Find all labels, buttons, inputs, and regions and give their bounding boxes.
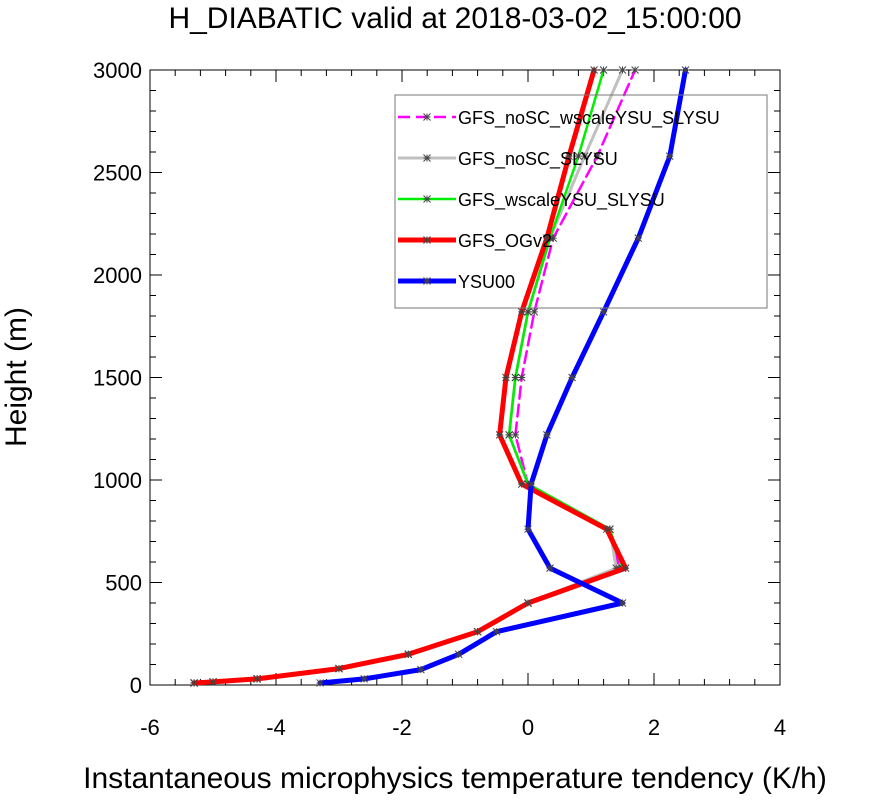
series-point xyxy=(681,66,690,74)
series-point xyxy=(495,431,504,439)
series-point xyxy=(190,679,198,687)
series-point xyxy=(524,599,532,607)
y-axis-label: Height (m) xyxy=(0,307,33,447)
series-point xyxy=(524,525,532,534)
y-tick-label: 2000 xyxy=(93,263,142,288)
series-point xyxy=(593,152,602,160)
x-tick-label: 2 xyxy=(648,715,660,740)
x-tick-label: -4 xyxy=(266,715,286,740)
x-axis: -6 -4 -2 0 2 4 xyxy=(140,70,786,740)
y-tick-label: 3000 xyxy=(93,58,142,83)
legend-item: GFS_noSC_wscaleYSU_SLYSU xyxy=(398,108,720,129)
series-point xyxy=(511,431,520,439)
series-point xyxy=(568,373,576,382)
series-point xyxy=(505,431,513,439)
x-tick-label: 0 xyxy=(522,715,534,740)
series-point xyxy=(492,627,501,636)
series-5 xyxy=(316,66,690,687)
legend-item: YSU00 xyxy=(398,272,515,292)
series-point xyxy=(473,627,482,636)
y-tick-label: 500 xyxy=(105,571,142,596)
series-layer xyxy=(190,66,690,687)
x-tick-label: -2 xyxy=(392,715,412,740)
series-point xyxy=(209,678,217,686)
series-point xyxy=(253,674,261,683)
y-tick-label: 0 xyxy=(130,673,142,698)
legend-items: GFS_noSC_wscaleYSU_SLYSU GFS_noSC_SLYSU GF… xyxy=(398,108,720,292)
series-point xyxy=(417,665,425,674)
series-point xyxy=(511,373,520,382)
series-point xyxy=(665,152,674,160)
series-point xyxy=(621,564,630,573)
legend-item: GFS_noSC_SLYSU xyxy=(398,149,618,170)
legend-item: GFS_OGv2 xyxy=(398,231,552,252)
series-point xyxy=(631,66,639,74)
legend-label: GFS_wscaleYSU_SLYSU xyxy=(458,190,665,211)
x-axis-label: Instantaneous microphysics temperature t… xyxy=(83,762,827,795)
series-point xyxy=(543,431,551,439)
series-point xyxy=(517,308,526,316)
legend-label: GFS_OGv2 xyxy=(458,231,552,252)
legend: GFS_noSC_wscaleYSU_SLYSU GFS_noSC_SLYSU GF… xyxy=(394,94,768,309)
series-point xyxy=(618,599,627,607)
x-tick-label: -6 xyxy=(140,715,160,740)
y-axis: 0 500 1000 1500 2000 2500 3000 xyxy=(93,58,780,698)
legend-marker xyxy=(423,236,431,244)
series-point xyxy=(599,308,608,316)
legend-label: GFS_noSC_wscaleYSU_SLYSU xyxy=(458,108,720,129)
series-line xyxy=(191,67,629,686)
series-point xyxy=(316,679,324,687)
legend-marker xyxy=(423,195,431,203)
series-point xyxy=(454,650,463,659)
x-tick-label: 4 xyxy=(774,715,786,740)
series-point xyxy=(527,480,536,488)
series-point xyxy=(404,650,413,659)
legend-marker xyxy=(423,154,431,162)
series-point xyxy=(360,674,369,683)
legend-label: YSU00 xyxy=(458,272,515,292)
series-point xyxy=(530,308,539,316)
series-point xyxy=(335,664,343,673)
series-4 xyxy=(190,66,630,687)
y-tick-label: 1500 xyxy=(93,366,142,391)
legend-label: GFS_noSC_SLYSU xyxy=(458,149,618,170)
series-point xyxy=(543,234,551,242)
y-tick-label: 1000 xyxy=(93,468,142,493)
series-point xyxy=(590,66,599,74)
legend-item: GFS_wscaleYSU_SLYSU xyxy=(398,190,665,211)
series-point xyxy=(599,66,608,74)
legend-marker xyxy=(423,113,431,121)
series-point xyxy=(565,152,573,160)
series-point xyxy=(618,66,627,74)
series-point xyxy=(580,152,589,160)
series-point xyxy=(546,564,554,573)
legend-marker xyxy=(423,277,431,285)
chart-title: H_DIABATIC valid at 2018-03-02_15:00:00 xyxy=(168,2,741,35)
y-tick-label: 2500 xyxy=(93,161,142,186)
series-point xyxy=(634,234,643,242)
series-point xyxy=(517,480,526,488)
series-point xyxy=(602,525,611,534)
series-point xyxy=(517,373,526,382)
legend-box xyxy=(394,94,768,309)
series-point xyxy=(574,152,583,160)
series-point xyxy=(524,308,532,316)
series-line xyxy=(192,68,637,685)
series-point xyxy=(502,373,510,382)
